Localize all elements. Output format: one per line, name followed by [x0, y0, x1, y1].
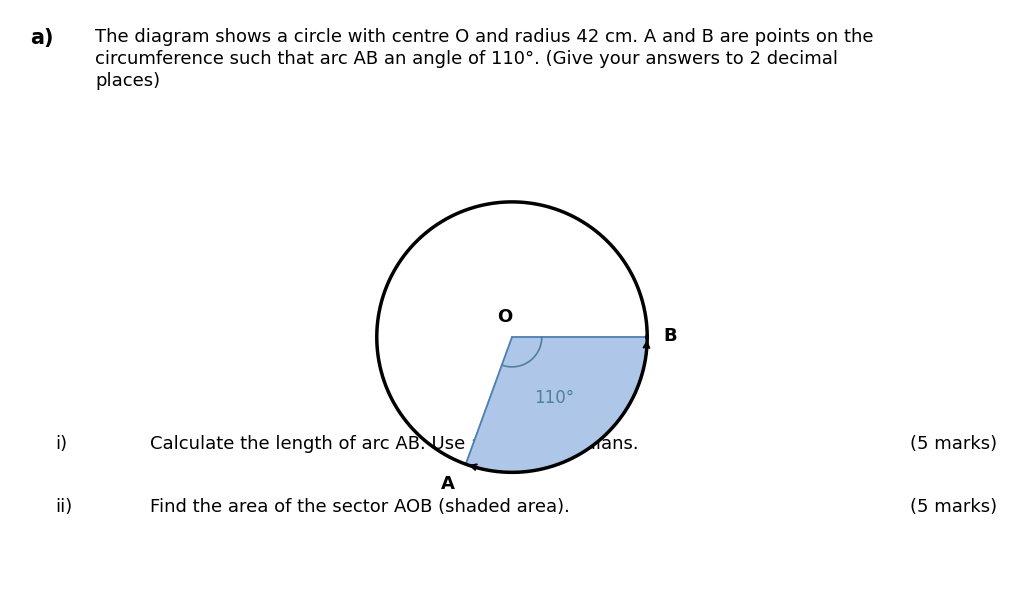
Text: 110°: 110° [535, 389, 574, 407]
Text: (5 marks): (5 marks) [910, 435, 997, 453]
Text: O: O [498, 308, 513, 326]
Text: A: A [441, 475, 455, 493]
Text: a): a) [30, 28, 53, 48]
Text: (5 marks): (5 marks) [910, 498, 997, 516]
Text: ii): ii) [55, 498, 73, 516]
Text: B: B [664, 327, 677, 345]
Text: places): places) [95, 72, 160, 90]
Text: i): i) [55, 435, 68, 453]
Text: circumference such that arc AB an angle of 110°. (Give your answers to 2 decimal: circumference such that arc AB an angle … [95, 50, 838, 68]
Text: Find the area of the sector AOB (shaded area).: Find the area of the sector AOB (shaded … [150, 498, 570, 516]
Text: The diagram shows a circle with centre O and radius 42 cm. A and B are points on: The diagram shows a circle with centre O… [95, 28, 873, 46]
Polygon shape [466, 337, 647, 473]
Text: Calculate the length of arc AB. Use angle θ in radians.: Calculate the length of arc AB. Use angl… [150, 435, 639, 453]
